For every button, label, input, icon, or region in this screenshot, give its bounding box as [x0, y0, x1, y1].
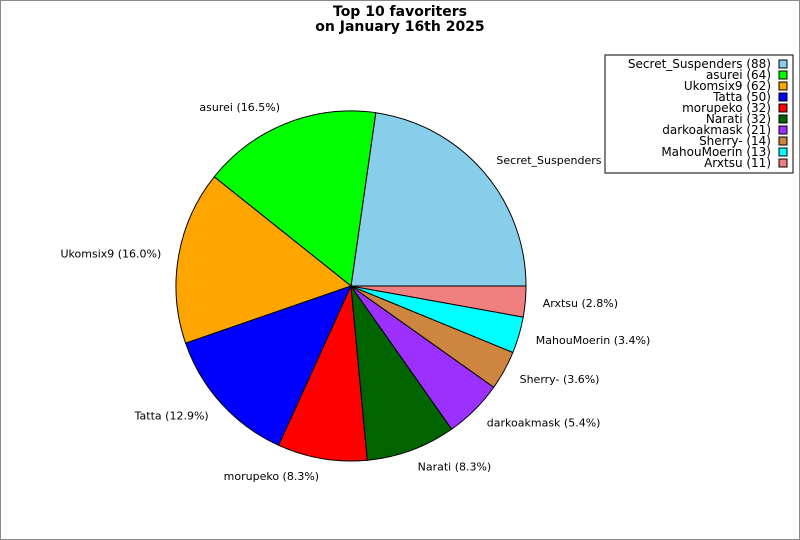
legend-label-secret-suspenders: Secret_Suspenders (88) — [628, 57, 771, 71]
pie-slice-ukomsix9 — [175, 176, 353, 344]
slice-label-ukomsix9: Ukomsix9 (16.0%) — [61, 247, 162, 260]
legend-box — [604, 54, 794, 174]
pie-slice-morupeko — [277, 284, 368, 462]
legend-label-darkoakmask: darkoakmask (21) — [662, 123, 771, 137]
legend-label-narati: Narati (32) — [706, 112, 771, 126]
legend-swatch-morupeko — [778, 103, 788, 113]
pie-slice-asurei — [213, 110, 377, 287]
slice-label-mahoumoerin: MahouMoerin (3.4%) — [536, 334, 650, 347]
legend-label-mahoumoerin: MahouMoerin (13) — [661, 145, 771, 159]
legend-swatch-asurei — [778, 70, 788, 80]
slice-label-tatta: Tatta (12.9%) — [134, 410, 209, 423]
legend-label-tatta: Tatta (50) — [712, 90, 771, 104]
pie-slice-secret-suspenders — [350, 112, 527, 287]
chart-title-line-2: on January 16th 2025 — [315, 19, 484, 35]
legend-swatch-darkoakmask — [778, 125, 788, 135]
legend-label-ukomsix9: Ukomsix9 (62) — [684, 79, 771, 93]
slice-label-asurei: asurei (16.5%) — [199, 101, 280, 114]
legend-label-morupeko: morupeko (32) — [682, 101, 771, 115]
legend-label-sherry: Sherry- (14) — [699, 134, 771, 148]
pie-slices — [175, 110, 527, 462]
slice-label-darkoakmask: darkoakmask (5.4%) — [487, 416, 601, 429]
legend-swatch-ukomsix9 — [778, 81, 788, 91]
slice-label-sherry: Sherry- (3.6%) — [520, 373, 600, 386]
legend-swatch-sherry — [778, 136, 788, 146]
legend-swatch-tatta — [778, 92, 788, 102]
chart-title-line-1: Top 10 favoriters — [333, 4, 467, 20]
pie-slice-arxtsu — [350, 285, 527, 318]
legend-label-asurei: asurei (64) — [706, 68, 771, 82]
slice-label-arxtsu: Arxtsu (2.8%) — [543, 297, 618, 310]
legend-label-arxtsu: Arxtsu (11) — [704, 156, 771, 170]
legend: Secret_Suspenders (88)asurei (64)Ukomsix… — [604, 54, 794, 174]
legend-swatch-secret-suspenders — [778, 59, 788, 69]
pie-slice-narati — [350, 284, 453, 461]
pie-slice-tatta — [184, 285, 352, 447]
legend-swatch-arxtsu — [778, 158, 788, 168]
slice-label-morupeko: morupeko (8.3%) — [224, 470, 319, 483]
legend-swatch-mahoumoerin — [778, 147, 788, 157]
slice-label-narati: Narati (8.3%) — [418, 461, 492, 474]
legend-swatch-narati — [778, 114, 788, 124]
